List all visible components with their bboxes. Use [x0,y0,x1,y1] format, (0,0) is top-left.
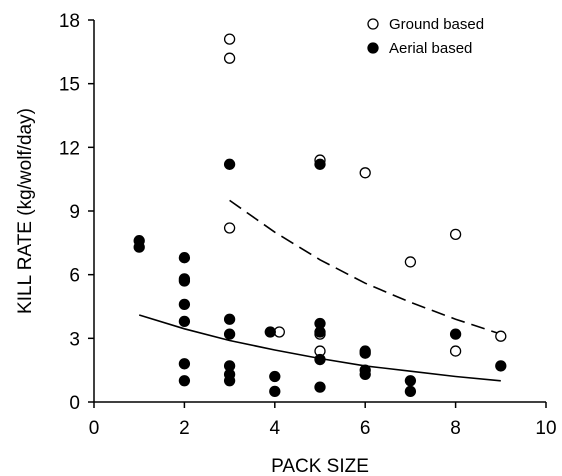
x-tick-label: 2 [179,418,190,439]
y-tick-label: 0 [69,393,80,414]
x-tick-label: 4 [270,418,281,439]
data-point-aerial-based [269,385,281,398]
x-tick-label: 6 [360,418,371,439]
data-point-aerial-based [314,381,326,393]
data-point-aerial-based [449,328,462,340]
data-point-ground-based [495,330,507,342]
y-ticks: 0 3 6 9 12 15 18 [59,11,94,414]
legend-label-aerial-based: Aerial based [389,40,472,57]
data-point-aerial-based [178,298,191,311]
legend-marker-ground-based [367,18,379,30]
data-point-aerial-based [223,375,236,387]
y-tick-label: 3 [69,329,80,350]
data-point-aerial-based [495,360,507,372]
y-axis-title: KILL RATE (kg/wolf/day) [15,108,36,314]
data-point-aerial-based [178,375,191,387]
y-tick-label: 18 [59,11,80,32]
data-point-ground-based [223,52,236,64]
data-point-aerial-based [359,347,371,359]
data-point-aerial-based [404,385,417,398]
data-point-aerial-based [178,252,191,264]
legend: Ground based Aerial based [367,16,484,57]
data-point-ground-based [404,256,417,268]
legend-label-ground-based: Ground based [389,16,484,33]
data-point-aerial-based [223,328,236,340]
data-point-aerial-based [314,353,326,366]
data-point-aerial-based [223,313,236,325]
data-point-ground-based [223,222,236,234]
data-point-ground-based [449,345,462,357]
data-point-aerial-based [404,375,417,387]
y-tick-label: 6 [69,266,80,287]
x-tick-label: 0 [89,418,100,439]
x-ticks: 0 2 4 6 8 10 [89,402,557,439]
y-tick-label: 15 [59,75,80,96]
data-point-aerial-based [133,241,145,253]
y-tick-label: 12 [59,138,80,159]
data-point-aerial-based [269,370,281,383]
data-points [133,33,507,398]
data-point-aerial-based [178,275,191,287]
data-point-ground-based [359,167,371,179]
x-axis-title: PACK SIZE [271,456,369,476]
x-tick-label: 10 [535,418,556,439]
data-point-ground-based [449,228,462,240]
data-point-aerial-based [223,158,236,170]
y-tick-label: 9 [69,202,80,223]
data-point-aerial-based [359,368,371,381]
legend-marker-aerial-based [367,42,379,54]
data-point-aerial-based [264,326,276,338]
x-tick-label: 8 [450,418,461,439]
data-point-aerial-based [178,358,191,370]
axes [93,20,546,403]
data-point-aerial-based [178,315,191,328]
fit-line-ground-based [229,199,502,335]
data-point-aerial-based [314,326,326,338]
data-point-aerial-based [314,158,326,170]
data-point-ground-based [223,33,236,45]
